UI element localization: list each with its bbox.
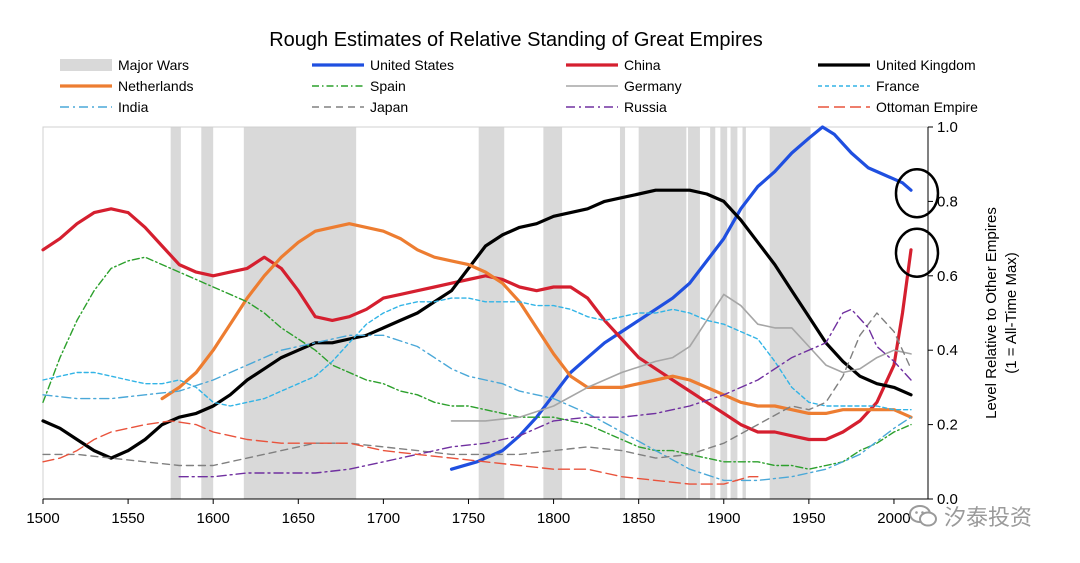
- x-tick-label: 1650: [282, 510, 315, 527]
- major-war-band: [619, 127, 626, 499]
- legend-label: China: [624, 57, 661, 73]
- series-line-germany: [450, 293, 912, 422]
- major-war-band: [243, 127, 357, 499]
- major-war-band: [769, 127, 811, 499]
- legend-label: Germany: [624, 78, 682, 94]
- series-line-ottoman-empire: [42, 420, 759, 485]
- series-line-france: [42, 297, 912, 411]
- y-tick-label: 0.6: [937, 268, 958, 285]
- y-tick-label: 0.4: [937, 342, 958, 359]
- y-axis-title-line: (1 = All-Time Max): [1003, 252, 1020, 374]
- chart-legend: Major Wars United States China United Kingd…: [60, 57, 978, 115]
- major-war-band: [742, 127, 746, 499]
- major-war-band: [170, 127, 181, 499]
- major-war-band: [478, 127, 505, 499]
- x-tick-label: 1850: [622, 510, 655, 527]
- x-tick-label: 1550: [111, 510, 144, 527]
- axes: 1500 1550 1600 1650 1700 1750 1800 1850 1900 1950…: [26, 119, 958, 527]
- x-tick-label: 1700: [367, 510, 400, 527]
- legend-label: France: [876, 78, 920, 94]
- series-line-japan: [42, 312, 912, 467]
- y-tick-label: 1.0: [937, 119, 958, 136]
- chart-title: Rough Estimates of Relative Standing of …: [269, 29, 763, 51]
- legend-label: Russia: [624, 99, 667, 115]
- highlight-circle-united-states: [894, 167, 940, 219]
- legend-label: United Kingdom: [876, 57, 976, 73]
- legend-label: Ottoman Empire: [876, 99, 978, 115]
- legend-label: Japan: [370, 99, 408, 115]
- series-line-united-states: [449, 125, 913, 471]
- legend-label: Major Wars: [118, 57, 189, 73]
- y-tick-label: 0.0: [937, 491, 958, 508]
- x-tick-label: 1900: [707, 510, 740, 527]
- major-war-band: [730, 127, 738, 499]
- y-axis-title: Level Relative to Other Empires (1 = All-…: [983, 207, 1020, 419]
- major-war-band: [638, 127, 687, 499]
- series-line-china: [41, 207, 913, 442]
- series-layer: [41, 125, 913, 485]
- x-tick-label: 1500: [26, 510, 59, 527]
- series-line-united-kingdom: [41, 188, 913, 460]
- watermark-text: 汐泰投资: [944, 506, 1033, 531]
- legend-swatch-major-wars: [60, 59, 112, 71]
- annotations: [894, 167, 940, 279]
- major-war-band: [543, 127, 563, 499]
- legend-label: United States: [370, 57, 454, 73]
- series-line-india: [42, 334, 912, 482]
- major-war-band: [710, 127, 716, 499]
- x-tick-label: 1800: [537, 510, 570, 527]
- x-tick-label: 1750: [452, 510, 485, 527]
- wechat-icon: [909, 505, 937, 527]
- x-tick-label: 1950: [792, 510, 825, 527]
- y-tick-label: 0.8: [937, 193, 958, 210]
- major-war-band: [688, 127, 700, 499]
- legend-label: Spain: [370, 78, 406, 94]
- series-line-spain: [42, 256, 912, 470]
- x-tick-label: 2000: [877, 510, 910, 527]
- highlight-circle-china: [894, 227, 940, 279]
- y-axis-title-line: Level Relative to Other Empires: [983, 207, 1000, 419]
- major-wars-bands: [170, 127, 811, 499]
- y-tick-label: 0.2: [937, 417, 958, 434]
- legend-label: India: [118, 99, 149, 115]
- legend-label: Netherlands: [118, 78, 194, 94]
- major-war-band: [720, 127, 728, 499]
- watermark: 汐泰投资: [908, 500, 1032, 532]
- major-war-band: [201, 127, 214, 499]
- series-line-russia: [178, 308, 912, 478]
- x-tick-label: 1600: [197, 510, 230, 527]
